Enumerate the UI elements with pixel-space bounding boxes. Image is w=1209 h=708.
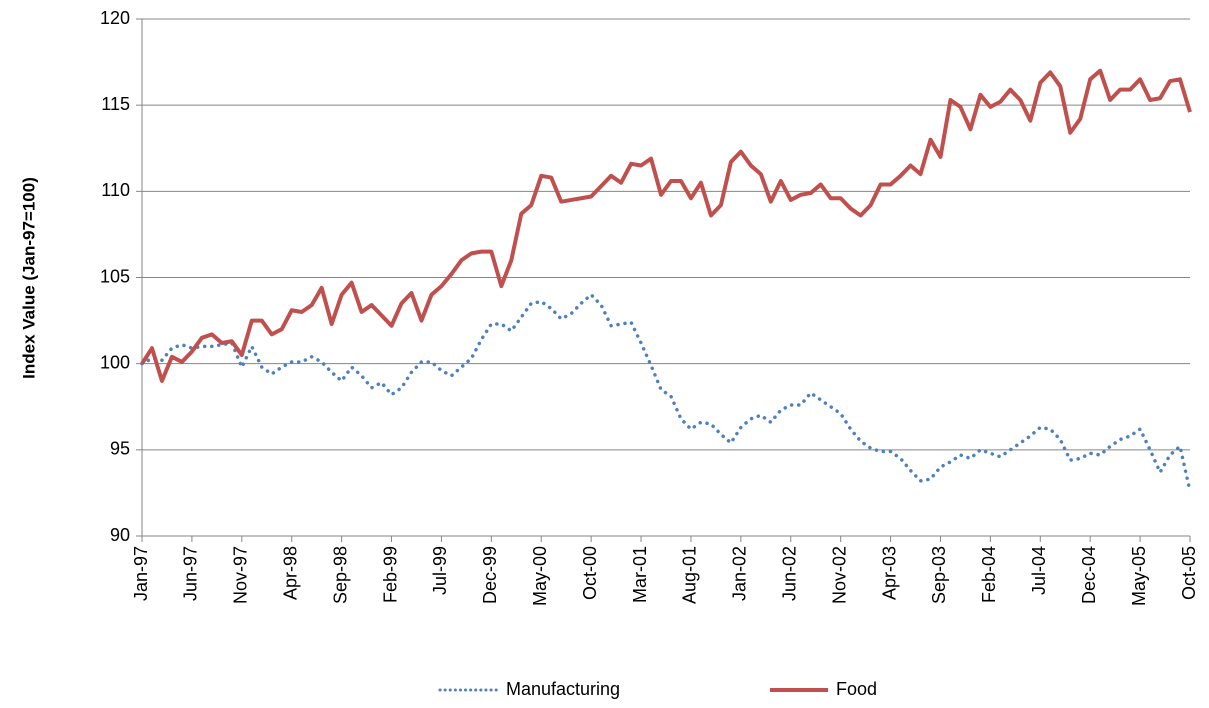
x-tick-label: Dec-04 (1079, 546, 1099, 604)
y-tick-label: 115 (101, 94, 130, 114)
x-tick-label: Apr-03 (879, 546, 899, 600)
series-line (140, 68, 1192, 383)
x-tick-label: Nov-97 (231, 546, 251, 604)
x-tick-label: Mar-01 (630, 546, 650, 603)
x-tick-label: Nov-02 (829, 546, 849, 604)
y-tick-label: 105 (100, 266, 130, 286)
x-tick-label: Oct-05 (1179, 546, 1199, 600)
x-tick-label: Aug-01 (680, 546, 700, 604)
x-tick-label: Jun-02 (780, 546, 800, 601)
y-tick-label: 110 (101, 180, 130, 200)
x-tick-label: Sep-98 (330, 546, 350, 604)
y-tick-label: 90 (110, 525, 130, 545)
y-tick-label: 120 (100, 8, 130, 28)
series-line (140, 292, 1192, 493)
x-tick-label: Jul-99 (430, 546, 450, 595)
x-tick-label: Feb-04 (979, 546, 999, 603)
x-tick-label: May-00 (530, 546, 550, 606)
x-tick-label: Jul-04 (1029, 546, 1049, 595)
y-axis-title: Index Value (Jan-97=100) (19, 177, 38, 379)
x-tick-label: Jun-97 (181, 546, 201, 601)
x-tick-label: Jan-02 (730, 546, 750, 601)
x-tick-label: Sep-03 (929, 546, 949, 604)
y-tick-label: 95 (110, 439, 130, 459)
x-tick-label: Oct-00 (580, 546, 600, 600)
x-tick-label: May-05 (1129, 546, 1149, 606)
x-tick-label: Apr-98 (280, 546, 300, 600)
x-tick-label: Feb-99 (380, 546, 400, 603)
x-tick-label: Jan-97 (131, 546, 151, 601)
x-tick-label: Dec-99 (480, 546, 500, 604)
y-tick-label: 100 (100, 352, 130, 372)
legend-label: Manufacturing (506, 679, 620, 699)
legend-label: Food (836, 679, 877, 699)
